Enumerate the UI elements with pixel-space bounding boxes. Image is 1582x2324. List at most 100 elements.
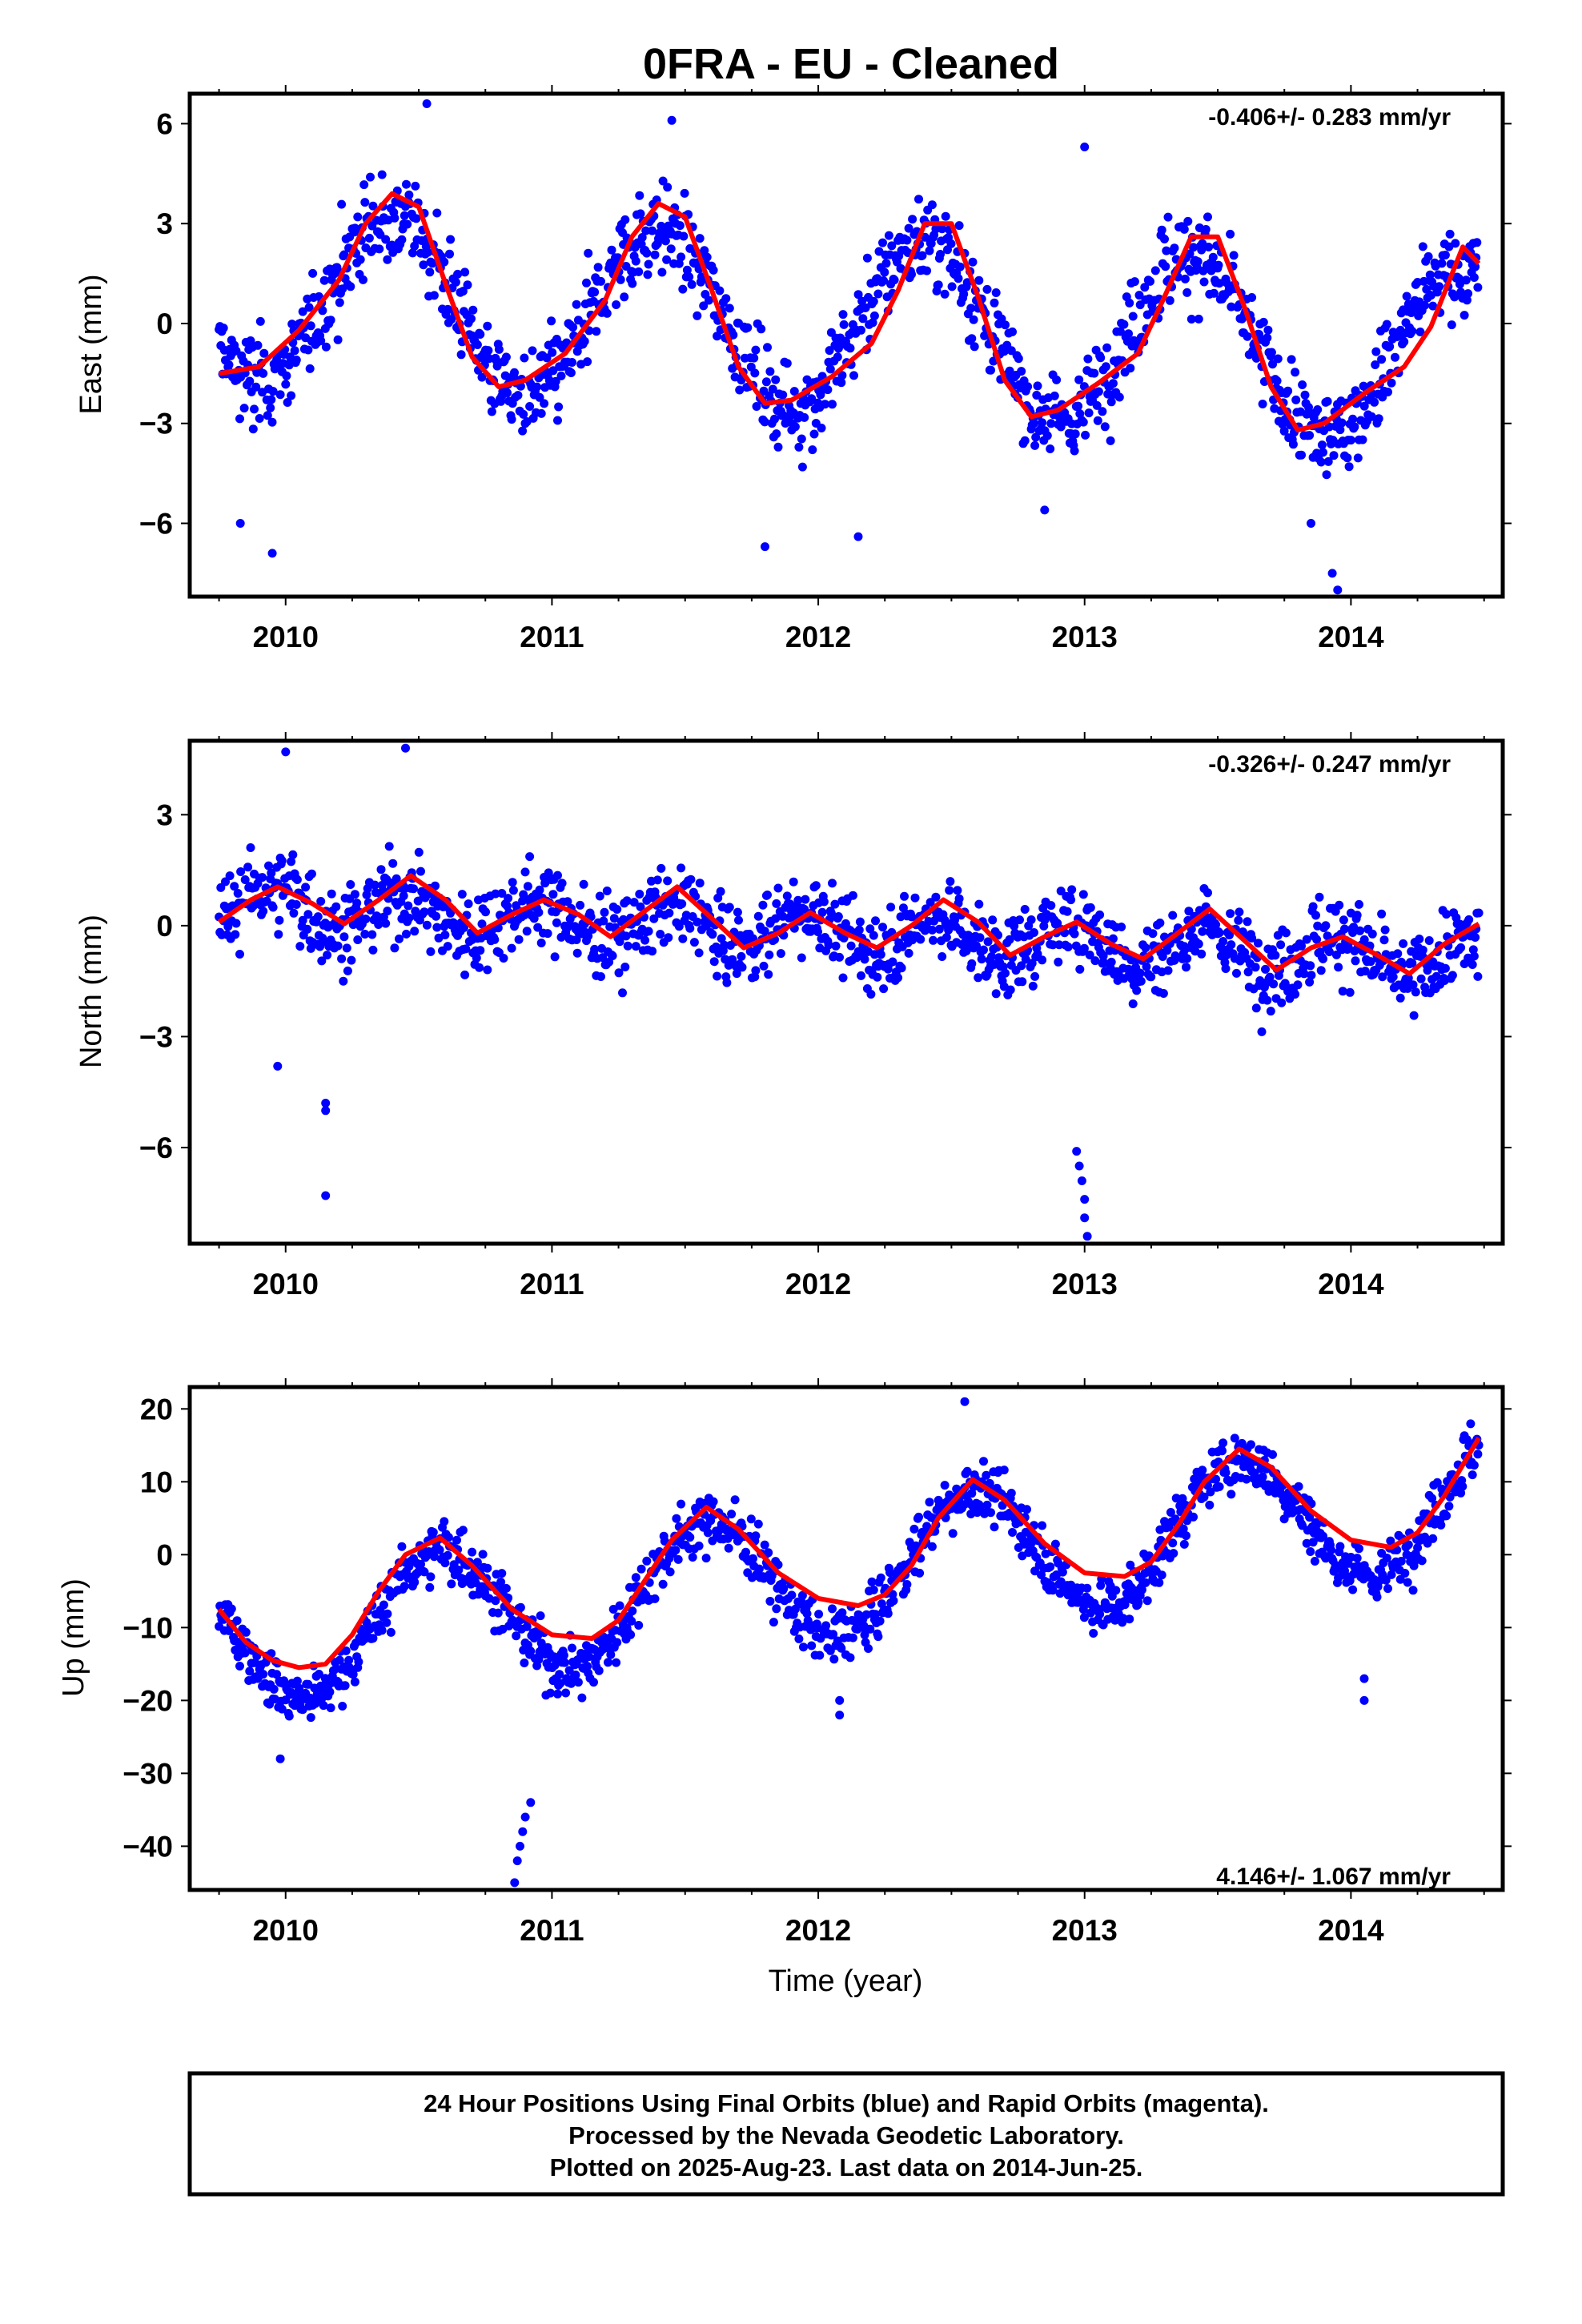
data-point [1208,252,1218,262]
x-tick-label: 2013 [1052,1914,1118,1947]
data-point [700,246,709,255]
data-point [1371,347,1381,356]
data-point [662,255,672,264]
x-tick-label: 2010 [253,1268,319,1301]
data-point [926,898,935,907]
x-tick-label: 2013 [1052,621,1118,653]
data-point [331,902,341,911]
data-point [1124,329,1133,339]
data-point [388,858,398,868]
data-point [1395,1574,1405,1584]
data-point [235,1662,244,1671]
x-tick-label: 2010 [253,1914,319,1947]
data-point [1115,327,1125,336]
data-point [1464,289,1473,299]
data-point [779,1584,789,1594]
data-point [991,989,1001,999]
data-point [1383,1584,1392,1594]
data-point [292,1676,302,1686]
x-tick-label: 2013 [1052,1268,1118,1301]
data-point [985,1478,994,1488]
data-point [858,314,868,324]
data-point [620,963,630,971]
data-point [838,310,848,320]
data-point [1436,1520,1446,1530]
data-point [612,905,622,914]
data-point [897,963,906,973]
data-point [339,932,349,942]
data-point [671,1546,681,1555]
data-point [1089,1629,1098,1638]
data-point [833,352,842,362]
data-point-outlier [667,115,677,125]
y-tick-label: −6 [139,1132,173,1164]
data-point [1377,909,1387,919]
data-point [453,269,463,279]
data-point [1215,1482,1224,1491]
data-point [656,930,665,939]
data-point [240,1648,250,1658]
data-point [1242,1474,1251,1484]
data-point [1056,887,1066,896]
data-point [354,1657,363,1667]
data-point [1052,375,1062,384]
data-point [579,879,588,889]
data-point [1471,933,1480,942]
data-point [721,294,731,304]
data-point [969,315,978,324]
data-point [432,208,442,218]
data-point [370,880,379,890]
data-point [1367,412,1376,421]
data-point [1371,360,1380,369]
data-point [375,244,384,254]
data-point [535,885,544,895]
data-point [642,248,652,258]
data-point [1456,943,1466,952]
data-point [235,414,244,424]
data-point [447,315,456,324]
data-point [460,970,470,979]
data-point [966,304,976,313]
data-point [1316,966,1326,975]
data-point [490,935,500,944]
data-point [263,411,272,420]
data-point [377,1626,387,1635]
data-point-outlier [321,1106,331,1116]
data-point [759,961,769,971]
data-point [799,1642,808,1652]
data-point [888,957,897,967]
data-point [990,298,999,308]
data-point [746,1514,756,1524]
data-point [503,388,512,397]
data-point [241,1627,251,1637]
data-point [1367,929,1377,939]
data-point [885,1568,894,1578]
data-point [428,1527,438,1537]
data-point [1102,343,1112,352]
data-point [1111,1586,1121,1595]
data-point [931,892,941,902]
data-point [1186,315,1196,324]
data-point [1298,380,1307,389]
data-point [1370,397,1379,407]
data-point [287,320,297,329]
data-point [253,340,263,350]
data-point [1194,939,1203,949]
data-point [339,976,348,986]
data-point [1056,422,1066,432]
data-point [1180,274,1190,283]
data-point [1203,212,1212,222]
data-point [982,284,992,294]
data-point [1182,963,1191,972]
data-point [1402,292,1411,301]
panel-up: Up (mm) 4.146+/- 1.067 mm/yr 2010 2011 201… [57,1378,1512,1947]
data-point [688,1553,697,1562]
data-point [308,268,318,278]
data-point [368,1634,378,1643]
data-point [875,1616,885,1626]
data-point [340,1681,350,1691]
data-point [1440,251,1450,259]
data-point [695,234,705,243]
data-point [782,359,792,368]
data-point [713,971,722,981]
